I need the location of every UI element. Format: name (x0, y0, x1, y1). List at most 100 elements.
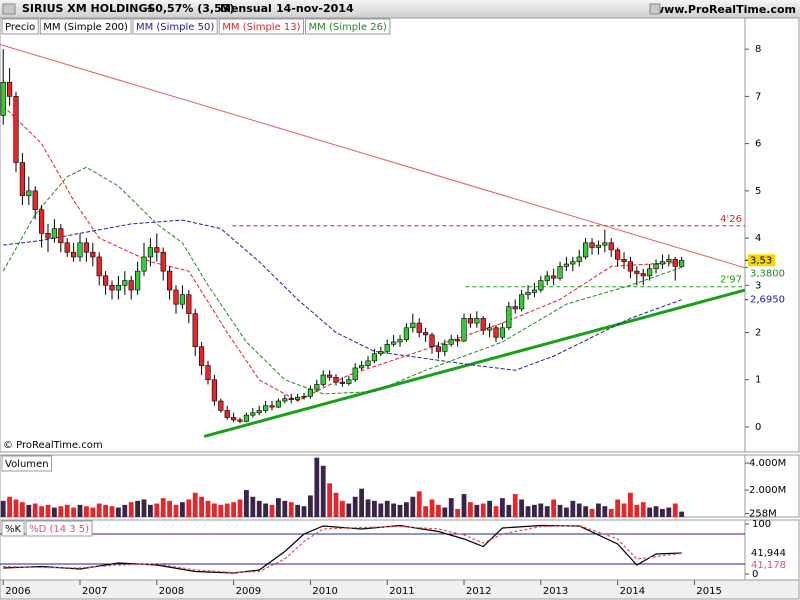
volume-bar (672, 503, 678, 517)
volume-bar (352, 496, 358, 517)
candle-body (538, 280, 544, 291)
volume-bar (58, 506, 64, 517)
legend-box (1, 455, 53, 472)
candle-body (423, 332, 429, 336)
candle-body (346, 379, 352, 384)
candle-body (429, 334, 435, 347)
value-label: 41,178 (751, 560, 786, 571)
volume-bar (557, 504, 563, 517)
candle-body (403, 327, 410, 340)
volume-bar (314, 457, 320, 517)
legend-box (1, 520, 25, 537)
volume-bar (192, 492, 198, 517)
volume-bar (346, 503, 352, 517)
x-tick-label: 2014 (620, 586, 645, 597)
volume-bar (519, 499, 525, 517)
candle-body (672, 259, 678, 267)
candle-body (7, 81, 13, 97)
volume-bar (551, 499, 557, 517)
volume-bar (135, 500, 141, 517)
candle-body (499, 327, 506, 338)
candle-body (13, 96, 19, 163)
legend-label: %K (5, 524, 22, 535)
candle-body (0, 81, 6, 116)
candle-body (256, 410, 262, 414)
candle-body (282, 398, 288, 402)
volume-bar (45, 504, 51, 517)
candle-body (512, 306, 518, 310)
volume-bar (570, 500, 576, 517)
price-marker-box (748, 293, 788, 306)
candle-body (90, 251, 96, 258)
candle-body (154, 247, 160, 253)
candle-body (103, 275, 109, 286)
legend-label: MM (Simple 26) (309, 22, 387, 33)
y-tick-label: 7 (755, 91, 761, 102)
candle-body (327, 374, 333, 378)
volume-bar (596, 503, 601, 517)
volume-bar (32, 503, 38, 517)
x-tick-label: 2007 (82, 586, 107, 597)
volume-bar (320, 465, 326, 517)
y-tick-label: 5 (755, 186, 761, 197)
volume-bar (263, 503, 269, 517)
axis-background (744, 17, 800, 453)
candle-body (109, 284, 115, 291)
legend-box (39, 18, 132, 35)
volume-bar (602, 506, 608, 517)
volume-bar (391, 503, 397, 517)
candle-body (627, 261, 634, 272)
y-tick-label: 258M (749, 509, 777, 520)
volume-bar (116, 507, 121, 517)
volume-bar (608, 508, 614, 517)
legend-box (305, 18, 391, 35)
moving-average (2, 166, 682, 395)
y-tick-label: 0 (752, 569, 758, 580)
volume-bar (128, 502, 134, 517)
volume-bar (640, 502, 646, 517)
volume-bar (506, 504, 512, 517)
volume-bar (308, 495, 313, 517)
value-label: 41,944 (751, 548, 786, 559)
window-icon[interactable] (649, 3, 661, 15)
volume-bar (244, 490, 249, 517)
volume-bar (487, 500, 493, 517)
candle-body (576, 256, 582, 262)
axis-background (744, 519, 800, 581)
candle-body (378, 351, 384, 355)
volume-bar (429, 499, 435, 517)
price-marker-box (748, 254, 776, 267)
candle-body (679, 259, 685, 267)
menu-icon[interactable] (2, 3, 16, 15)
volume-bar (77, 504, 83, 517)
volume-bar (468, 502, 473, 517)
moving-average (2, 105, 682, 402)
candle-body (397, 339, 403, 343)
y-tick-label: 1 (755, 375, 761, 386)
candle-body (122, 280, 128, 286)
volume-bar (474, 504, 480, 517)
candle-body (295, 396, 301, 400)
candle-body (19, 162, 26, 196)
candle-body (435, 346, 442, 352)
volume-bar (327, 483, 333, 517)
volume-bar (288, 502, 294, 517)
volume-bar (359, 488, 365, 517)
header-date: 14-nov-2014 (276, 2, 354, 15)
volume-bar (436, 504, 441, 517)
y-tick-label: 100 (752, 519, 771, 530)
candle-body (224, 410, 230, 418)
volume-bar (0, 500, 6, 517)
volume-bar (538, 503, 544, 517)
volume-bar (583, 506, 589, 517)
volume-bar (212, 503, 217, 517)
volume-bar (7, 496, 13, 517)
trendline (203, 288, 746, 438)
volume-bar (532, 504, 537, 517)
volume-bar (224, 503, 230, 517)
volume-bar (295, 504, 301, 517)
y-tick-label: 8 (755, 44, 761, 55)
volume-bar (39, 506, 45, 517)
volume-bar (576, 503, 582, 517)
